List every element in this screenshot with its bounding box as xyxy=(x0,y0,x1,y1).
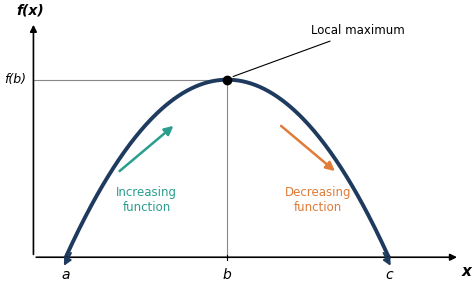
Text: Increasing
function: Increasing function xyxy=(116,185,177,214)
Text: b: b xyxy=(223,268,232,282)
Text: Local maximum: Local maximum xyxy=(233,24,405,77)
Text: c: c xyxy=(385,268,392,282)
Text: Decreasing
function: Decreasing function xyxy=(284,185,351,214)
Text: f(x): f(x) xyxy=(16,3,44,18)
Text: a: a xyxy=(62,268,70,282)
Text: x: x xyxy=(461,264,471,279)
Text: f(b): f(b) xyxy=(4,73,26,86)
